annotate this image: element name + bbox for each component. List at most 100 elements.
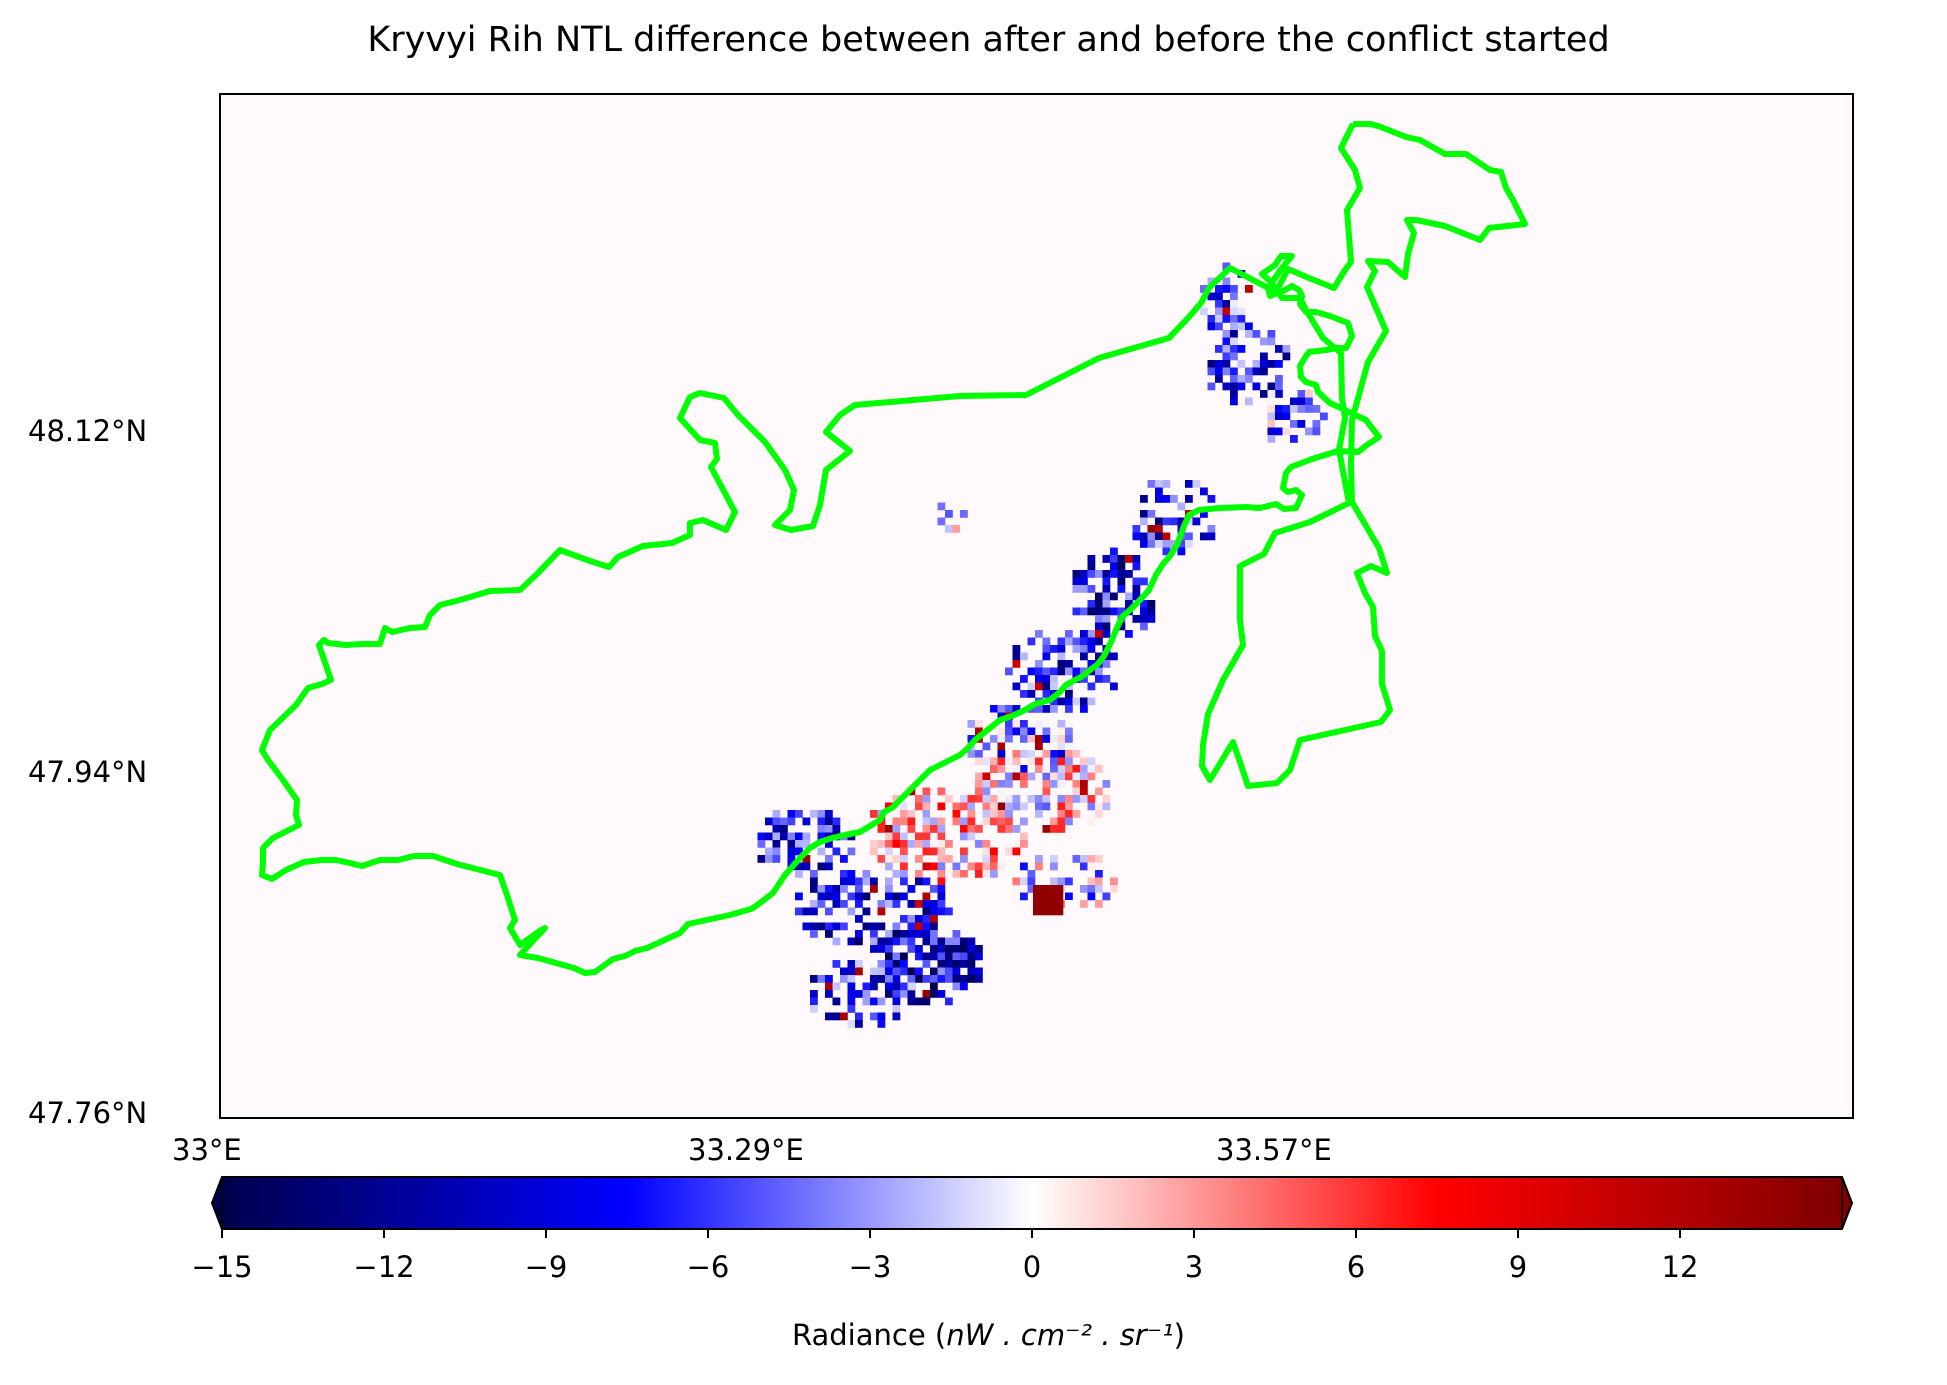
raster-pixel [1207,360,1216,368]
raster-pixel [1207,525,1216,533]
raster-pixel [1095,637,1103,646]
raster-pixel [817,810,826,818]
raster-pixel [810,885,818,893]
raster-pixel [967,817,976,826]
raster-pixel [1095,570,1103,578]
raster-pixel [922,847,931,856]
raster-pixel [1125,600,1133,608]
raster-pixel [1035,765,1043,773]
raster-pixel [937,945,946,953]
raster-pixel [1215,375,1223,383]
raster-pixel [1320,412,1328,421]
colorbar-gradient [222,1177,1842,1229]
raster-pixel [1065,727,1073,736]
raster-pixel [892,832,901,841]
raster-pixel [1072,645,1081,653]
raster-pixel [1087,862,1096,871]
raster-pixel [997,802,1006,811]
raster-pixel [1080,772,1088,781]
raster-pixel [1065,637,1073,646]
raster-pixel [877,922,886,931]
raster-pixel [795,840,803,848]
raster-pixel [855,937,863,946]
raster-pixel [975,780,983,788]
raster-pixel [885,862,893,871]
raster-pixel [810,922,818,931]
raster-pixel [1102,615,1111,623]
raster-pixel [1050,757,1058,766]
raster-pixel [915,795,923,803]
raster-pixel [1087,660,1096,668]
raster-pixel [907,840,916,848]
raster-pixel [1102,660,1111,668]
raster-pixel [1282,427,1291,436]
raster-pixel [1050,645,1058,653]
raster-pixel [847,982,856,991]
raster-pixel [967,952,976,961]
raster-pixel [1012,765,1021,773]
raster-pixel [1048,900,1056,908]
raster-pixel [825,907,833,916]
raster-pixel [945,967,953,976]
raster-pixel [1230,300,1238,308]
raster-pixel [1042,735,1051,743]
raster-pixel [1177,502,1186,511]
raster-pixel [877,900,886,908]
raster-pixel [1102,600,1111,608]
raster-pixel [960,975,968,983]
raster-pixel [937,862,946,871]
raster-pixel [1230,315,1238,323]
raster-pixel [1040,892,1049,901]
raster-pixel [877,960,886,968]
raster-pixel [1065,667,1073,676]
raster-pixel [1020,817,1028,826]
raster-pixel [1065,690,1073,698]
raster-pixel [1230,322,1238,331]
raster-pixel [1147,510,1156,518]
raster-pixel [907,997,916,1006]
raster-pixel [930,990,938,998]
raster-pixel [1215,285,1223,293]
raster-pixel [1095,592,1103,601]
raster-pixel [885,975,893,983]
raster-pixel [870,1012,878,1021]
raster-pixel [1087,637,1096,646]
raster-pixel [945,945,953,953]
raster-pixel [1290,397,1298,406]
raster-pixel [960,870,968,878]
raster-pixel [1230,382,1238,391]
raster-pixel [1230,307,1238,316]
raster-pixel [982,780,991,788]
raster-pixel [922,900,931,908]
raster-pixel [900,967,908,976]
raster-pixel [1050,697,1058,706]
raster-pixel [862,997,871,1006]
raster-pixel [1048,907,1056,916]
raster-pixel [1048,892,1056,901]
raster-pixel [1042,795,1051,803]
raster-pixel [1005,802,1013,811]
raster-pixel [855,1020,863,1028]
raster-pixel [922,795,931,803]
raster-pixel [1072,750,1081,758]
raster-pixel [1035,810,1043,818]
raster-pixel [1095,877,1103,886]
raster-pixel [885,840,893,848]
raster-pixel [1057,772,1066,781]
raster-pixel [1035,750,1043,758]
raster-pixel [1050,862,1058,871]
raster-pixel [967,750,976,758]
raster-pixel [1072,577,1081,586]
raster-pixel [810,990,818,998]
raster-pixel [1033,885,1041,893]
raster-pixel [1055,907,1064,916]
raster-pixel [1050,877,1058,886]
raster-pixel [892,870,901,878]
raster-pixel [915,855,923,863]
raster-pixel [915,915,923,923]
raster-pixel [1297,420,1306,428]
raster-pixel [907,802,916,811]
raster-pixel [922,975,931,983]
raster-pixel [1080,757,1088,766]
raster-pixel [960,982,968,991]
